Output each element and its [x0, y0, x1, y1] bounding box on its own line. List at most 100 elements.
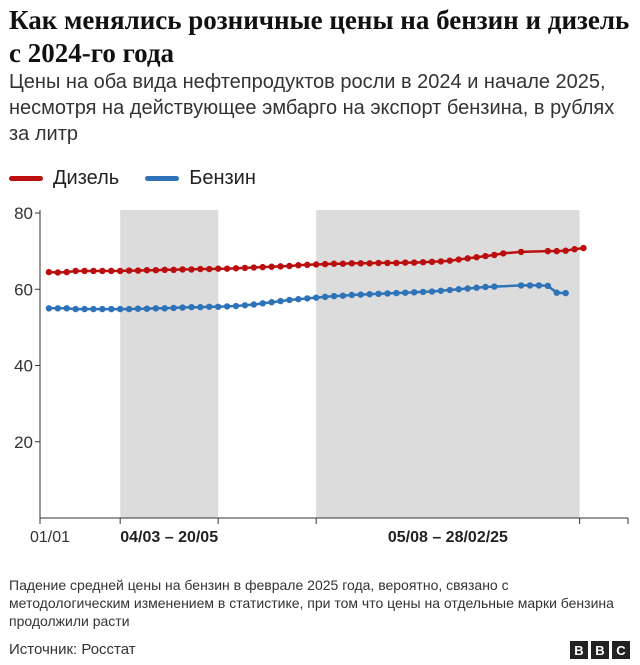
data-point	[562, 247, 569, 254]
data-point	[250, 301, 258, 308]
shaded-period	[120, 210, 219, 518]
data-point	[108, 305, 115, 313]
data-point	[357, 291, 364, 298]
data-point	[393, 289, 400, 297]
legend-label-diesel: Дизель	[53, 166, 120, 189]
bbc-logo-letter: C	[612, 641, 630, 659]
period-label: 05/08 – 28/02/25	[388, 529, 508, 546]
data-point	[402, 259, 409, 266]
data-point	[500, 250, 507, 257]
legend-swatch-gasoline	[145, 175, 180, 181]
data-point	[81, 305, 88, 313]
legend-item-gasoline: Бензин	[145, 167, 256, 190]
y-tick-label: 20	[14, 433, 33, 452]
data-point	[152, 305, 160, 312]
data-point	[295, 262, 302, 269]
data-point	[206, 303, 213, 310]
data-point	[170, 304, 177, 312]
data-point	[339, 292, 347, 299]
data-point	[152, 266, 160, 274]
data-point	[330, 292, 338, 300]
line-chart: 20 40 60 80 01/01 04/03 – 20/05 05/08 – 28/02/…	[14, 204, 629, 546]
data-point	[455, 286, 462, 293]
legend-label-gasoline: Бензин	[189, 166, 256, 189]
data-point	[455, 256, 462, 263]
data-point	[206, 265, 213, 273]
data-point	[223, 265, 231, 272]
data-point	[321, 260, 329, 268]
data-point	[81, 267, 88, 275]
data-point	[330, 260, 338, 267]
data-point	[526, 282, 534, 289]
data-point	[384, 290, 391, 297]
data-point	[446, 286, 454, 294]
data-point	[277, 297, 284, 305]
data-point	[72, 267, 79, 275]
data-point	[161, 305, 168, 312]
chart-footnote: Падение средней цены на бензин в феврале…	[9, 577, 614, 629]
data-point	[268, 263, 275, 270]
data-point	[482, 283, 489, 291]
data-point	[286, 262, 293, 270]
data-point	[544, 247, 552, 255]
period-label: 04/03 – 20/05	[120, 529, 218, 546]
data-point	[375, 259, 382, 267]
data-point	[223, 303, 231, 310]
data-point	[54, 305, 62, 312]
data-point	[116, 267, 124, 275]
series-line	[48, 246, 584, 274]
bbc-logo: B B C	[567, 641, 630, 659]
y-tick-label: 80	[14, 204, 33, 223]
data-point	[188, 303, 195, 311]
data-point	[517, 248, 525, 256]
data-point	[553, 289, 560, 296]
data-point	[428, 258, 436, 265]
y-tick-label: 40	[14, 357, 33, 376]
chart-subtitle: Цены на оба вида нефтепродуктов росли в …	[9, 71, 615, 145]
data-point	[304, 295, 311, 302]
data-point	[366, 260, 373, 267]
bbc-logo-letter: B	[591, 641, 609, 659]
data-point	[143, 305, 151, 312]
data-point	[134, 267, 142, 274]
y-tick-label: 60	[14, 280, 33, 299]
data-point	[232, 265, 240, 272]
data-point	[473, 284, 480, 291]
data-point	[241, 302, 249, 309]
data-point	[375, 290, 382, 298]
data-point	[491, 283, 498, 290]
data-point	[321, 293, 329, 301]
data-point	[410, 259, 418, 266]
data-point	[179, 304, 186, 311]
legend-item-diesel: Дизель	[9, 167, 119, 190]
chart-title: Как менялись розничные цены на бензин и …	[9, 5, 630, 68]
data-point	[188, 266, 195, 273]
data-point	[63, 268, 70, 276]
data-point	[535, 282, 543, 289]
data-point	[197, 303, 204, 311]
data-point	[286, 296, 293, 304]
data-point	[402, 289, 409, 296]
data-point	[45, 305, 53, 312]
data-point	[580, 244, 587, 252]
data-point	[384, 259, 391, 267]
data-point	[268, 299, 275, 306]
data-point	[393, 259, 400, 267]
data-point	[437, 287, 445, 294]
data-point	[250, 264, 258, 271]
data-point	[357, 260, 364, 267]
data-point	[339, 260, 347, 267]
data-point	[72, 305, 79, 313]
data-point	[366, 291, 373, 298]
legend-swatch-diesel	[9, 175, 43, 181]
data-point	[517, 282, 525, 289]
data-point	[116, 305, 124, 313]
source-credit: Источник: Росстат	[9, 641, 136, 658]
data-point	[571, 246, 578, 253]
data-point	[437, 258, 445, 265]
data-point	[90, 267, 97, 275]
data-point	[259, 263, 266, 271]
data-point	[482, 252, 489, 260]
data-point	[143, 266, 151, 274]
data-point	[99, 267, 106, 275]
